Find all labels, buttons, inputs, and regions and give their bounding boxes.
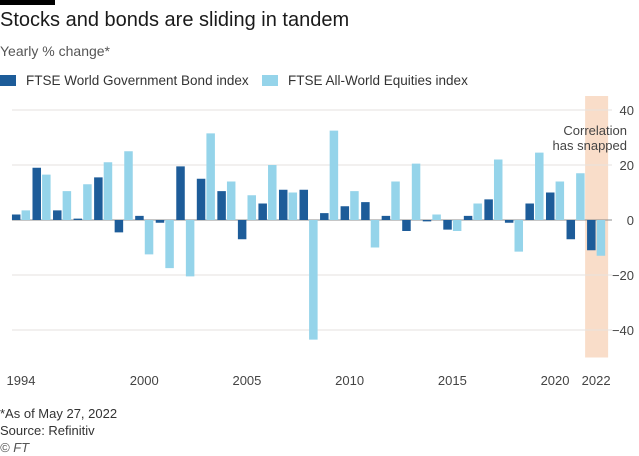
bond-bar-1997 — [73, 218, 83, 220]
equity-bar-2021 — [576, 173, 585, 220]
legend-item-equities: FTSE All-World Equities index — [262, 73, 468, 88]
bond-bar-2018 — [504, 220, 514, 223]
equity-bar-2022 — [596, 220, 606, 256]
equity-bar-2019 — [535, 152, 544, 220]
x-tick-label: 2010 — [335, 373, 364, 388]
legend-swatch-equities — [262, 75, 278, 86]
equity-bar-1995 — [42, 174, 51, 220]
equity-bar-1994 — [21, 210, 31, 220]
legend-item-bonds: FTSE World Government Bond index — [0, 73, 249, 88]
bond-bar-2007 — [278, 189, 288, 220]
bond-bar-2009 — [320, 213, 329, 220]
bond-bar-2006 — [258, 203, 267, 220]
x-tick-label: 2022 — [582, 373, 611, 388]
equity-bar-2020 — [555, 181, 565, 220]
equity-bar-1999 — [124, 151, 133, 220]
equity-bar-2014 — [432, 214, 441, 220]
brand-bar — [0, 0, 55, 5]
equity-bar-2006 — [268, 165, 277, 220]
x-axis-ticks: 1994 2000 2005 2010 2015 2020 2022 — [7, 373, 611, 388]
equity-bar-2018 — [514, 220, 524, 252]
legend-swatch-bonds — [0, 75, 16, 86]
bond-bar-2014 — [422, 220, 432, 222]
bar-chart: 40 20 0 −20 −40 1994 2000 2005 2010 2015 2020 2022… — [7, 96, 634, 388]
equity-bar-2017 — [493, 159, 503, 220]
bond-bar-2004 — [217, 191, 226, 220]
equity-bar-2009 — [329, 130, 339, 220]
bond-bar-2019 — [525, 203, 534, 220]
bond-bar-1999 — [114, 220, 124, 233]
highlight-band-2022 — [585, 96, 609, 358]
equity-bar-1998 — [103, 162, 113, 220]
equity-bar-2000 — [144, 220, 154, 255]
annotation-line-2: has snapped — [553, 138, 627, 153]
chart-subtitle: Yearly % change* — [0, 43, 111, 59]
source-note: Source: Refinitiv — [0, 423, 95, 438]
bond-bar-1998 — [94, 177, 103, 220]
x-tick-label: 2000 — [130, 373, 159, 388]
equity-bar-1996 — [62, 191, 72, 220]
chart-title: Stocks and bonds are sliding in tandem — [0, 9, 350, 31]
equity-bar-2003 — [206, 133, 215, 220]
equity-bar-2012 — [391, 181, 400, 220]
legend-label-equities: FTSE All-World Equities index — [288, 73, 468, 88]
bond-bar-2000 — [135, 215, 144, 220]
bars — [11, 130, 606, 340]
bond-bar-2022 — [587, 220, 596, 251]
equity-bar-2010 — [350, 191, 359, 220]
bond-bar-2016 — [463, 215, 473, 220]
bond-bar-2010 — [340, 206, 350, 220]
bond-bar-2021 — [566, 220, 576, 240]
bond-bar-2020 — [545, 192, 555, 220]
equity-bar-2016 — [473, 203, 482, 220]
equity-bar-1997 — [83, 184, 92, 220]
bond-bar-1996 — [53, 210, 62, 220]
equity-bar-2015 — [452, 220, 462, 231]
bond-bar-2002 — [176, 166, 185, 220]
x-tick-label: 2020 — [541, 373, 570, 388]
equity-bar-2005 — [247, 195, 256, 220]
y-tick-label: 20 — [620, 158, 634, 173]
bond-bar-2013 — [402, 220, 411, 231]
bond-bar-2011 — [361, 202, 370, 220]
bond-bar-2008 — [299, 189, 309, 220]
y-tick-label: −40 — [612, 323, 634, 338]
legend-label-bonds: FTSE World Government Bond index — [26, 73, 249, 88]
equity-bar-2004 — [226, 181, 236, 220]
bond-bar-2003 — [196, 178, 206, 220]
bond-bar-2001 — [155, 220, 165, 223]
bond-bar-2017 — [484, 199, 493, 220]
bond-bar-1994 — [11, 214, 21, 220]
bond-bar-2005 — [237, 220, 247, 240]
equity-bar-2011 — [370, 220, 380, 248]
equity-bar-2008 — [309, 220, 318, 340]
y-tick-label: −20 — [612, 268, 634, 283]
equity-bar-2002 — [185, 220, 195, 277]
equity-bar-2001 — [165, 220, 174, 269]
copyright: © FT — [0, 440, 30, 455]
footnote: *As of May 27, 2022 — [0, 406, 118, 421]
x-tick-label: 2005 — [232, 373, 261, 388]
x-tick-label: 1994 — [7, 373, 36, 388]
x-tick-label: 2015 — [438, 373, 467, 388]
equity-bar-2007 — [288, 192, 298, 220]
bond-bar-1995 — [32, 167, 41, 220]
bond-bar-2012 — [381, 215, 391, 220]
annotation-line-1: Correlation — [563, 123, 627, 138]
bond-bar-2015 — [443, 220, 452, 230]
equity-bar-2013 — [411, 163, 421, 220]
y-tick-label: 40 — [620, 103, 634, 118]
y-axis-ticks: 40 20 0 −20 −40 — [612, 103, 634, 338]
y-tick-label: 0 — [627, 213, 634, 228]
